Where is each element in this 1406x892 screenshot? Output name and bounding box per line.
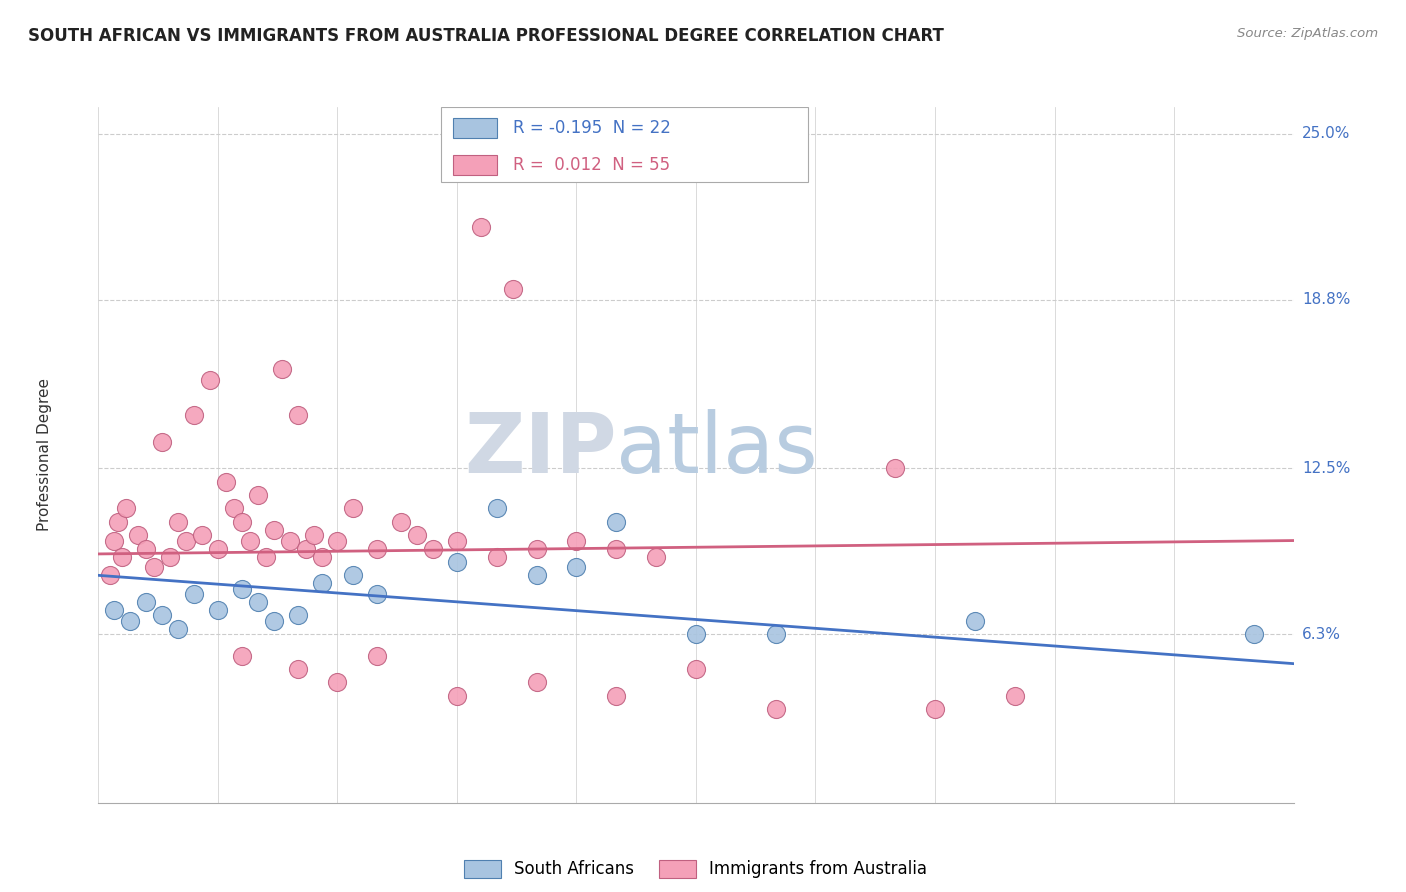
FancyBboxPatch shape (453, 155, 496, 175)
Text: Professional Degree: Professional Degree (37, 378, 52, 532)
Text: SOUTH AFRICAN VS IMMIGRANTS FROM AUSTRALIA PROFESSIONAL DEGREE CORRELATION CHART: SOUTH AFRICAN VS IMMIGRANTS FROM AUSTRAL… (28, 27, 943, 45)
FancyBboxPatch shape (453, 118, 496, 137)
Text: R = -0.195  N = 22: R = -0.195 N = 22 (513, 119, 671, 136)
Text: 25.0%: 25.0% (1302, 127, 1350, 141)
Text: Source: ZipAtlas.com: Source: ZipAtlas.com (1237, 27, 1378, 40)
Text: 12.5%: 12.5% (1302, 461, 1350, 475)
Legend: South Africans, Immigrants from Australia: South Africans, Immigrants from Australi… (458, 853, 934, 885)
Text: atlas: atlas (616, 409, 818, 490)
Text: ZIP: ZIP (464, 409, 616, 490)
Text: R =  0.012  N = 55: R = 0.012 N = 55 (513, 156, 669, 174)
Text: 18.8%: 18.8% (1302, 293, 1350, 307)
FancyBboxPatch shape (441, 107, 807, 182)
Text: 6.3%: 6.3% (1302, 627, 1341, 641)
